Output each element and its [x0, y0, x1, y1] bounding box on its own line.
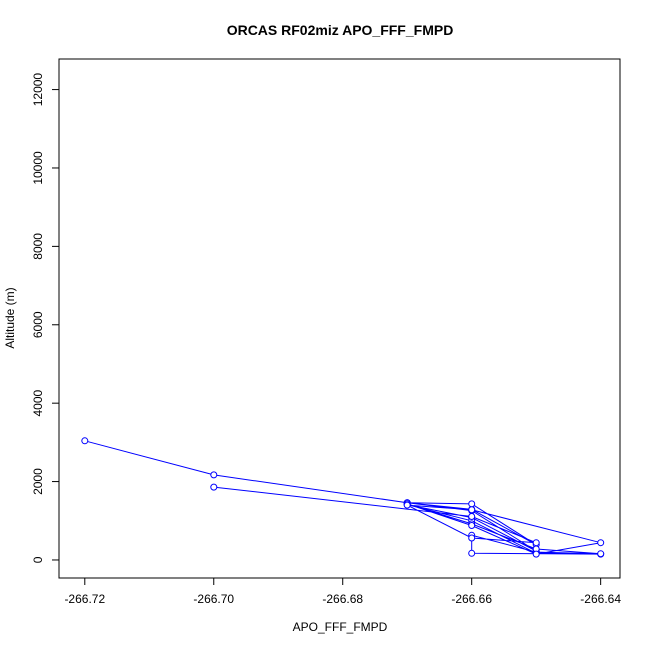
data-point: [210, 471, 218, 479]
series-layer: [81, 437, 605, 558]
y-tick-label: 2000: [31, 468, 45, 495]
x-tick-label: -266.66: [451, 592, 492, 606]
x-axis-label: APO_FFF_FMPD: [293, 620, 388, 634]
x-tick-label: -266.70: [193, 592, 234, 606]
data-point: [81, 437, 89, 445]
data-point: [597, 550, 605, 558]
y-axis-label: Altitude (m): [3, 287, 17, 348]
y-tick-label: 12000: [31, 73, 45, 107]
data-point: [532, 550, 540, 558]
series-line: [84, 440, 601, 555]
y-tick-label: 6000: [31, 311, 45, 338]
x-tick-label: -266.72: [64, 592, 105, 606]
y-tick-label: 10000: [31, 151, 45, 185]
data-point: [403, 501, 411, 509]
data-point: [468, 534, 476, 542]
data-point: [468, 522, 476, 529]
data-point: [468, 500, 476, 508]
y-tick-label: 0: [31, 556, 45, 563]
x-axis: -266.72 -266.70 -266.68 -266.66 -266.64: [64, 577, 621, 606]
y-tick-label: 8000: [31, 233, 45, 260]
data-point: [468, 513, 476, 520]
data-point: [210, 483, 218, 491]
y-axis: 0 2000 4000 6000 8000 10000 12000: [31, 73, 60, 563]
data-point: [468, 506, 476, 514]
data-point: [597, 539, 605, 547]
data-point: [468, 549, 476, 557]
x-tick-label: -266.68: [322, 592, 363, 606]
chart-title: ORCAS RF02miz APO_FFF_FMPD: [227, 22, 454, 38]
y-tick-label: 4000: [31, 390, 45, 417]
x-tick-label: -266.64: [580, 592, 621, 606]
data-point: [532, 539, 540, 547]
